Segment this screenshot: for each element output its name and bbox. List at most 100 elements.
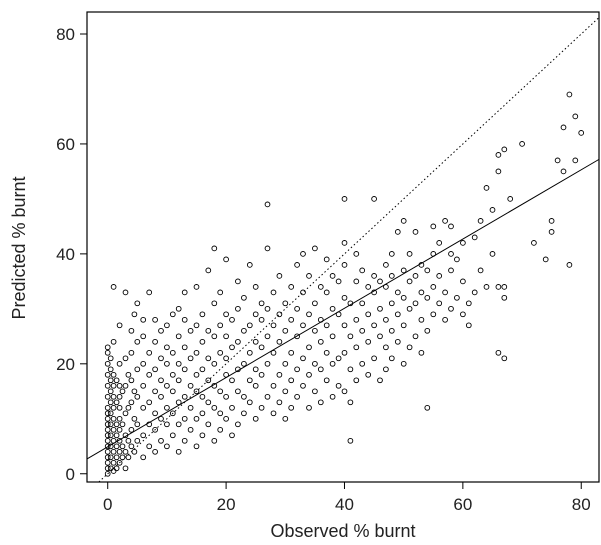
- data-point: [125, 454, 132, 461]
- data-point: [335, 355, 342, 362]
- data-point: [300, 322, 306, 329]
- data-point: [175, 360, 182, 367]
- data-point: [341, 349, 348, 356]
- data-point: [211, 360, 218, 367]
- data-point: [306, 371, 312, 378]
- data-point: [329, 305, 336, 312]
- data-point: [134, 421, 141, 428]
- y-axis-title: Predicted % burnt: [9, 176, 29, 319]
- data-point: [418, 349, 425, 356]
- data-point: [329, 393, 336, 400]
- data-point: [217, 410, 224, 417]
- data-point: [323, 256, 330, 263]
- data-point: [187, 382, 194, 389]
- data-point: [146, 349, 153, 356]
- data-point: [158, 415, 164, 422]
- data-point: [175, 421, 182, 428]
- data-point: [164, 322, 170, 329]
- data-point: [430, 311, 437, 318]
- y-tick-label: 40: [56, 245, 75, 264]
- data-point: [211, 382, 218, 389]
- data-point: [187, 404, 194, 411]
- data-point: [205, 377, 212, 384]
- data-point: [134, 437, 141, 444]
- data-point: [270, 349, 277, 356]
- data-point: [394, 311, 401, 318]
- data-point: [252, 338, 259, 345]
- data-point: [276, 371, 283, 378]
- data-point: [341, 240, 348, 246]
- data-point: [223, 415, 229, 422]
- y-axis: 0 20 40 60 80: [56, 25, 87, 484]
- data-point: [187, 327, 194, 334]
- data-point: [258, 371, 265, 378]
- data-point: [223, 371, 229, 378]
- data-point: [116, 360, 123, 367]
- data-point: [187, 355, 194, 362]
- data-point: [323, 289, 330, 296]
- data-point: [276, 273, 283, 279]
- data-point: [104, 344, 111, 351]
- data-point: [235, 338, 241, 345]
- data-point: [412, 300, 419, 307]
- data-point: [264, 201, 271, 208]
- data-point: [205, 421, 212, 428]
- data-point: [119, 388, 126, 395]
- data-point: [501, 355, 508, 362]
- data-point: [235, 278, 241, 285]
- data-point: [317, 366, 324, 373]
- data-point: [235, 366, 241, 373]
- data-point: [181, 344, 188, 351]
- data-point: [140, 333, 147, 340]
- data-point: [424, 294, 431, 301]
- data-point: [152, 338, 158, 345]
- data-point: [365, 311, 372, 318]
- data-point: [217, 426, 224, 433]
- data-point: [187, 426, 194, 433]
- data-point: [406, 344, 413, 351]
- data-point: [113, 432, 120, 439]
- data-point: [140, 404, 147, 411]
- data-point: [128, 426, 135, 433]
- data-point: [110, 382, 117, 389]
- data-point: [430, 284, 437, 290]
- data-point: [400, 267, 407, 274]
- data-point: [306, 344, 312, 351]
- data-point: [448, 223, 454, 230]
- data-point: [193, 388, 200, 395]
- data-point: [300, 355, 306, 362]
- data-point: [312, 300, 318, 307]
- data-point: [394, 229, 401, 235]
- data-point: [377, 278, 383, 285]
- x-tick-label: 60: [453, 495, 472, 514]
- data-point: [246, 322, 253, 329]
- data-point: [507, 196, 514, 202]
- data-point: [169, 371, 176, 378]
- data-point: [430, 251, 437, 257]
- data-point: [347, 366, 354, 373]
- data-point: [454, 256, 460, 263]
- data-point: [211, 437, 218, 444]
- data-point: [122, 448, 129, 455]
- data-point: [175, 448, 182, 455]
- data-point: [365, 338, 372, 345]
- data-point: [246, 399, 253, 406]
- data-point: [418, 262, 425, 268]
- data-point: [140, 360, 147, 367]
- data-point: [353, 251, 360, 257]
- data-point: [113, 443, 120, 450]
- data-point: [471, 234, 478, 241]
- data-point: [329, 360, 336, 367]
- data-point: [412, 229, 419, 235]
- data-point: [300, 382, 306, 389]
- data-point: [572, 113, 579, 120]
- data-point: [317, 284, 324, 290]
- data-point: [412, 333, 419, 340]
- data-point: [377, 333, 383, 340]
- data-point: [306, 273, 312, 279]
- data-point: [223, 256, 229, 263]
- data-point: [418, 316, 425, 323]
- x-tick-label: 20: [217, 495, 236, 514]
- data-point: [104, 415, 111, 422]
